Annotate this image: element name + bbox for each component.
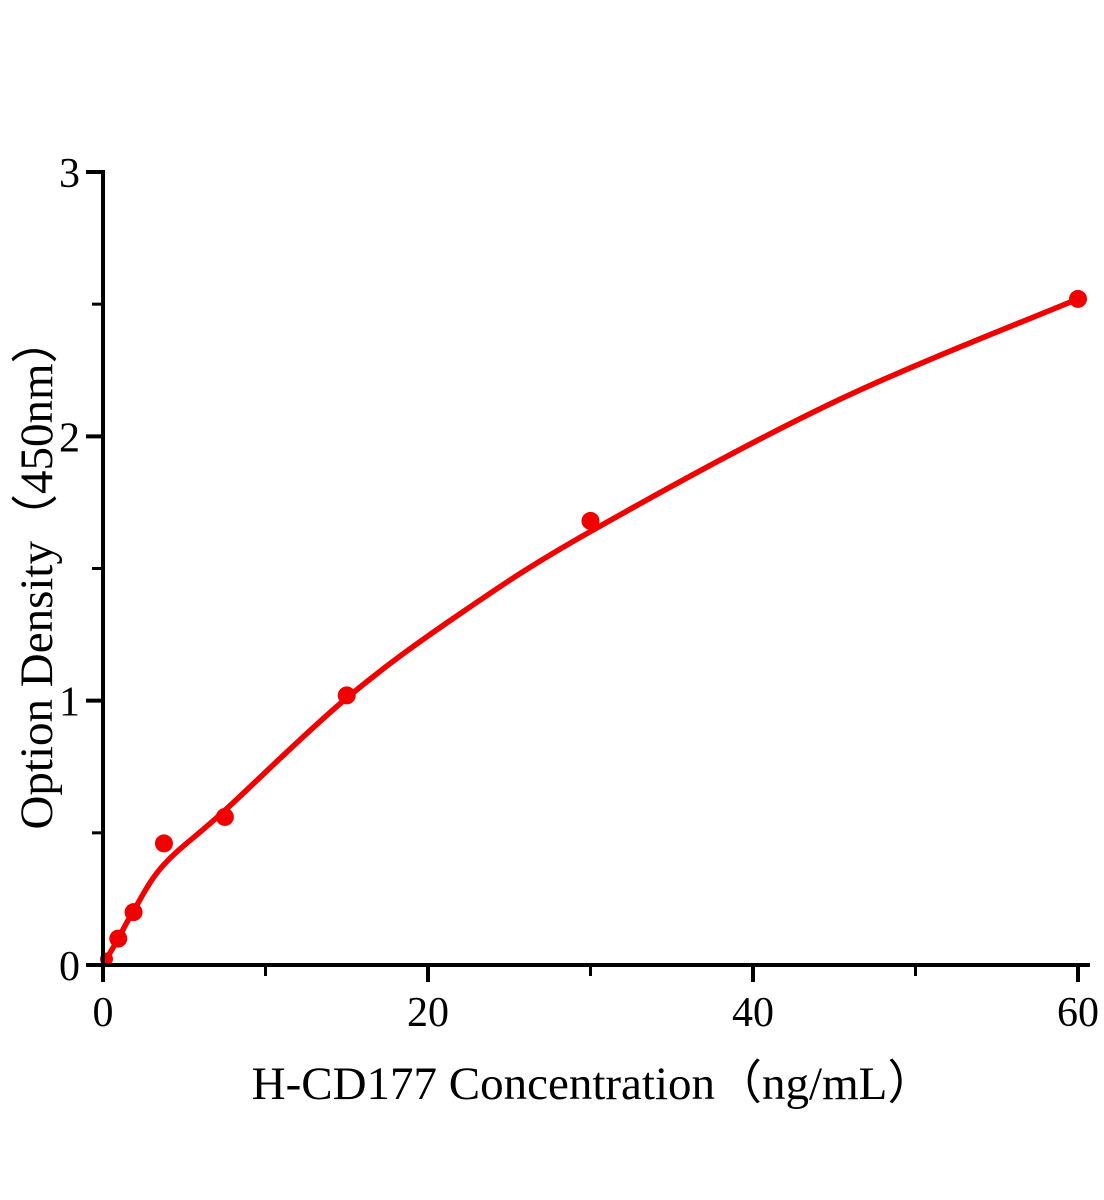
x-axis-title: H-CD177 Concentration（ng/mL） (252, 1058, 935, 1110)
y-tick-label-1: 1 (59, 680, 80, 726)
data-point-5 (337, 686, 356, 705)
y-tick-label-2: 2 (59, 415, 80, 461)
y-tick-label-0: 0 (59, 944, 80, 990)
y-tick-label-3: 3 (59, 151, 80, 197)
data-point-7 (1069, 289, 1087, 308)
data-point-4 (215, 807, 234, 826)
data-point-6 (581, 511, 600, 530)
y-axis-title: Option Density（450nm） (11, 316, 63, 829)
x-tick-label-60: 60 (1057, 990, 1099, 1036)
data-point-2 (124, 903, 143, 922)
x-tick-label-20: 20 (407, 990, 449, 1036)
data-point-1 (109, 929, 128, 948)
data-point-3 (154, 834, 173, 853)
x-tick-label-40: 40 (732, 990, 774, 1036)
x-tick-label-0: 0 (93, 990, 114, 1036)
